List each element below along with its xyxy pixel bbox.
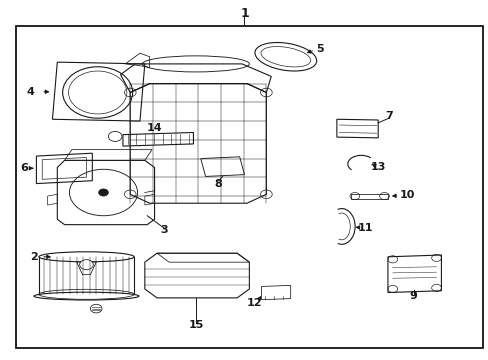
Text: 15: 15 (188, 320, 203, 330)
Text: 11: 11 (357, 223, 372, 233)
Circle shape (99, 189, 108, 196)
Text: 14: 14 (146, 123, 162, 133)
Text: 10: 10 (398, 190, 414, 201)
Text: 8: 8 (214, 179, 222, 189)
Text: 13: 13 (370, 162, 385, 172)
Text: 4: 4 (26, 87, 35, 97)
Text: 3: 3 (160, 225, 168, 235)
Text: 2: 2 (31, 252, 38, 262)
Circle shape (80, 260, 93, 270)
Text: 7: 7 (384, 111, 392, 121)
Text: 9: 9 (409, 291, 417, 301)
Text: 12: 12 (246, 298, 262, 308)
Text: 1: 1 (240, 8, 248, 21)
Text: 6: 6 (20, 163, 28, 173)
Text: 5: 5 (315, 44, 323, 54)
Polygon shape (77, 262, 96, 275)
